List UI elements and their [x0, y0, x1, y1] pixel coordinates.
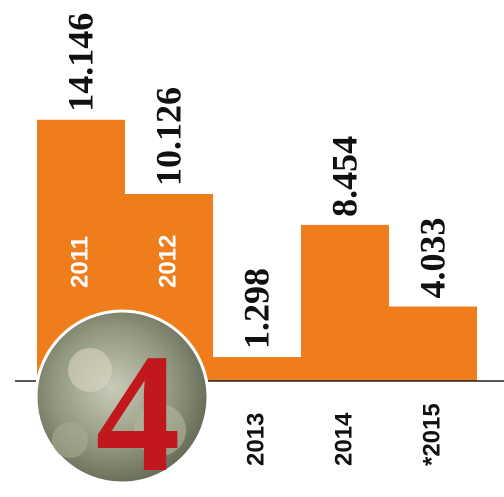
bar	[301, 224, 389, 381]
x-tick-label: 2012	[154, 235, 181, 288]
x-tick-label: 2013	[242, 413, 269, 466]
value-label: 4.033	[412, 218, 452, 299]
svg-text:4: 4	[96, 319, 181, 497]
x-tick-label: *2015	[418, 403, 445, 466]
value-label: 10.126	[148, 87, 188, 186]
coin-decoration: 4	[34, 309, 210, 497]
value-label: 8.454	[324, 136, 364, 217]
x-tick-label: 2014	[330, 412, 357, 466]
value-label: 1.298	[236, 268, 276, 349]
bars	[37, 119, 477, 381]
bar	[389, 306, 477, 381]
labels: 14.146 2011 10.126 2012 1.298 2013 8.454 2014 4.…	[60, 13, 452, 466]
value-label: 14.146	[60, 13, 100, 112]
x-tick-label: 2011	[66, 236, 93, 288]
bar	[213, 357, 301, 381]
